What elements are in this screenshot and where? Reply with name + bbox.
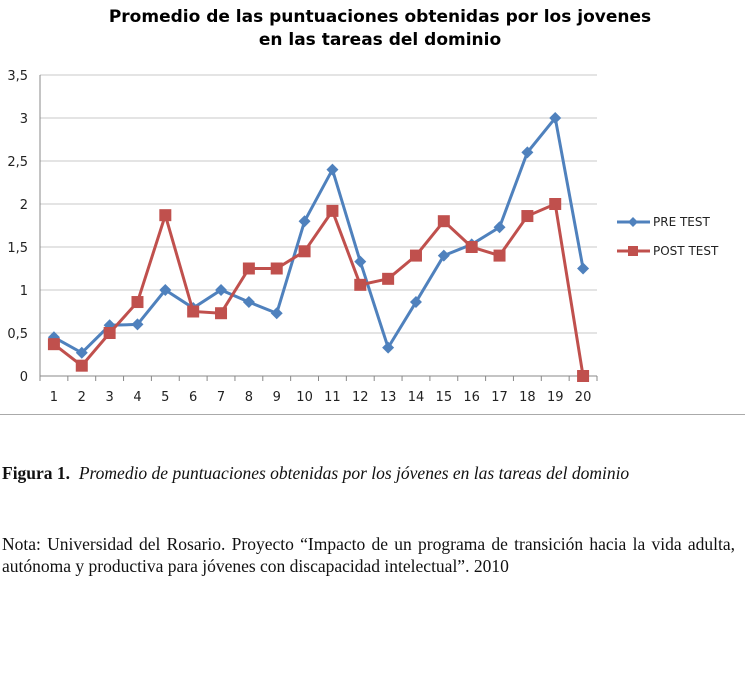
x-tick-label: 5 [161,390,169,405]
caption-label: Figura 1. [2,463,71,483]
data-point-pre [242,296,255,309]
data-point-pre [159,284,172,296]
figure-note: Nota: Universidad del Rosario. Proyecto … [2,534,735,576]
y-tick-label: 2,5 [7,155,28,170]
chart-title: Promedio de las puntuaciones obtenidas p… [109,7,651,27]
data-point-post [270,262,283,275]
x-tick-label: 17 [491,390,508,405]
data-point-post [521,210,534,223]
data-point-pre [437,249,450,262]
line-chart: Promedio de las puntuaciones obtenidas p… [7,7,719,405]
data-point-post [298,245,311,258]
data-point-post [437,215,450,228]
x-tick-label: 13 [380,390,397,405]
x-tick-label: 19 [547,390,564,405]
data-point-pre [521,146,534,159]
x-tick-label: 20 [575,390,592,405]
data-point-pre [215,284,228,296]
data-point-pre [326,163,339,176]
y-tick-label: 0 [20,370,28,385]
data-point-post [409,249,422,262]
divider [0,414,745,415]
data-point-pre [298,215,311,228]
x-tick-label: 4 [133,390,141,405]
x-tick-label: 3 [105,390,113,405]
data-point-post [187,305,200,318]
data-point-post [493,249,506,262]
data-point-pre [75,346,88,359]
data-point-post [75,359,88,372]
caption-text: Promedio de puntuaciones obtenidas por l… [78,463,630,483]
legend-label: PRE TEST [653,215,711,229]
data-point-pre [549,112,562,124]
x-tick-label: 11 [324,390,341,405]
x-tick-label: 16 [463,390,480,405]
data-point-post [354,278,367,291]
data-point-post [159,209,172,222]
x-tick-label: 1 [50,390,58,405]
data-point-post [242,262,255,275]
x-tick-label: 9 [273,390,281,405]
data-point-post [103,327,116,339]
chart-title: en las tareas del dominio [259,30,501,50]
x-tick-label: 7 [217,390,225,405]
data-point-pre [493,221,506,234]
data-point-post [47,338,60,351]
data-point-pre [382,341,395,354]
x-tick-label: 12 [352,390,369,405]
x-tick-label: 8 [245,390,253,405]
data-point-post [465,241,478,253]
data-point-post [326,204,339,217]
y-tick-label: 3,5 [7,69,28,84]
data-point-post [549,198,562,210]
legend-marker [628,246,638,256]
y-tick-label: 0,5 [7,327,28,342]
data-point-pre [354,255,367,268]
y-tick-label: 3 [20,112,28,127]
data-point-pre [270,307,283,320]
x-tick-label: 2 [78,390,86,405]
data-point-pre [409,296,422,309]
legend-label: POST TEST [653,244,719,258]
x-tick-label: 6 [189,390,197,405]
data-point-post [215,307,228,320]
y-tick-label: 2 [20,198,28,213]
y-tick-label: 1,5 [7,241,28,256]
legend-marker [628,217,638,227]
series-line [53,114,585,355]
data-point-post [577,370,590,382]
data-point-post [131,296,144,309]
x-tick-label: 14 [408,390,425,405]
x-tick-label: 18 [519,390,536,405]
y-tick-label: 1 [20,284,28,299]
data-point-post [382,272,395,285]
data-point-pre [131,318,144,331]
figure-caption: Figura 1. Promedio de puntuaciones obten… [2,462,735,484]
x-tick-label: 15 [436,390,453,405]
data-point-pre [577,262,590,275]
x-tick-label: 10 [296,390,313,405]
